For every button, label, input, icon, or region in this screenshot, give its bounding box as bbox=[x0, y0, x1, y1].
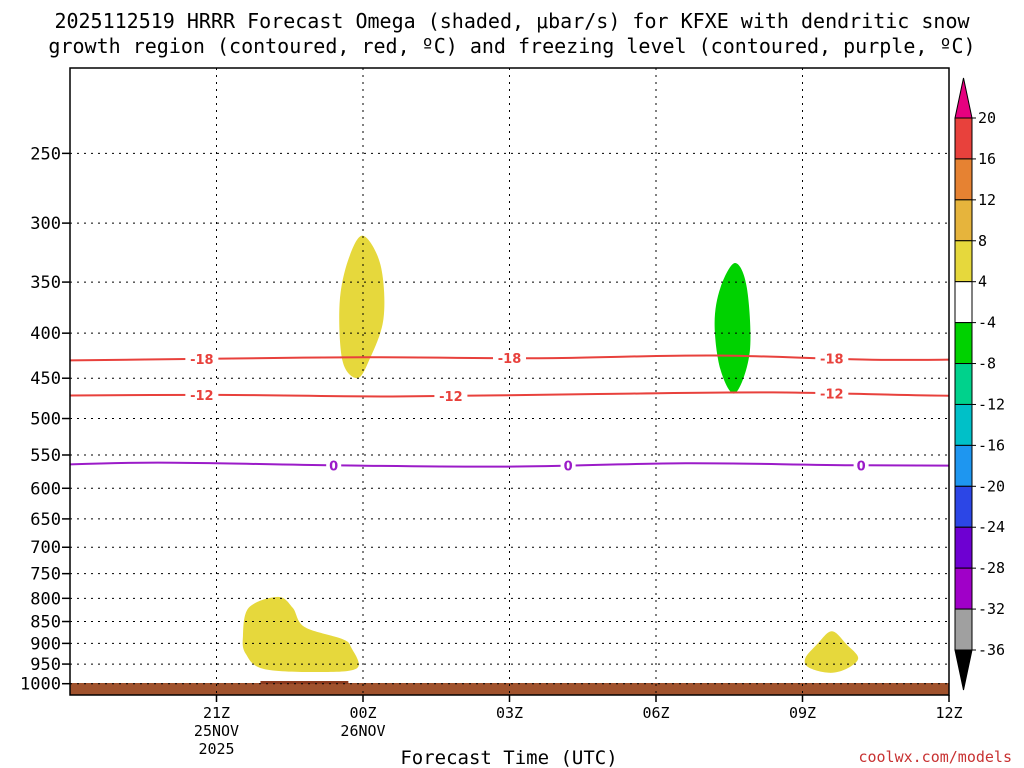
colorbar-bin-16-to-20 bbox=[954, 117, 973, 160]
dgz-minus18-label-1: -18 bbox=[498, 352, 522, 367]
colorbar-label--24: -24 bbox=[978, 518, 1005, 536]
dgz-minus12-label-0: -12 bbox=[190, 389, 214, 404]
x-tick-label-21Z: 21Z bbox=[203, 704, 230, 722]
colorbar-arrow-bottom bbox=[954, 649, 973, 691]
dgz-minus12-label-bg-1 bbox=[434, 388, 468, 403]
omega-plus4-upper bbox=[339, 235, 385, 379]
colorbar-bin-8-to-12 bbox=[954, 199, 973, 242]
plot-area: -18 -18 -18 -12 -12 -12 0 0 0 250 300 350 400 450 500 5… bbox=[20, 67, 963, 758]
dgz-minus12-label-2: -12 bbox=[820, 387, 844, 402]
freezing-level-0-label-bg-1 bbox=[560, 458, 576, 473]
terrain-bump bbox=[260, 681, 349, 684]
omega-plus4-lower-left bbox=[242, 596, 359, 673]
x-tick-label-12Z: 12Z bbox=[935, 704, 962, 722]
x-tick-date-21Z: 25NOV bbox=[194, 722, 239, 740]
freezing-level-0-label-2: 0 bbox=[857, 459, 866, 474]
colorbar-label--12: -12 bbox=[978, 395, 1005, 413]
x-tick-date-00Z: 26NOV bbox=[340, 722, 385, 740]
dgz-minus12-label-1: -12 bbox=[439, 390, 463, 405]
dgz-minus18-label-bg-1 bbox=[493, 351, 526, 366]
colorbar-label-4: 4 bbox=[978, 273, 987, 291]
x-tick-year-21Z: 2025 bbox=[198, 740, 234, 758]
colorbar-label--16: -16 bbox=[978, 436, 1005, 454]
dgz-minus18-label-2: -18 bbox=[820, 352, 844, 367]
dgz-minus12-label-bg-0 bbox=[185, 387, 219, 402]
y-tick-label-250: 250 bbox=[30, 144, 61, 164]
omega-minus4-upper bbox=[714, 263, 751, 394]
y-tick-label-350: 350 bbox=[30, 273, 61, 293]
colorbar-label--4: -4 bbox=[978, 314, 996, 332]
colorbar-bin--20-to--16 bbox=[954, 444, 973, 487]
freezing-level-0-label-0: 0 bbox=[329, 459, 338, 474]
freezing-level-0-line bbox=[70, 461, 949, 468]
y-tick-label-400: 400 bbox=[30, 324, 61, 344]
y-tick-label-550: 550 bbox=[30, 446, 61, 466]
colorbar-label--36: -36 bbox=[978, 641, 1005, 659]
colorbar-bin--12-to--8 bbox=[954, 363, 973, 405]
colorbar-label--32: -32 bbox=[978, 600, 1005, 618]
y-tick-label-750: 750 bbox=[30, 565, 61, 585]
colorbar-label--20: -20 bbox=[978, 477, 1005, 495]
freezing-level-0-label-bg-0 bbox=[326, 458, 342, 473]
colorbar-arrow-top bbox=[954, 77, 973, 119]
colorbar-bin--16-to--12 bbox=[954, 403, 973, 446]
colorbar-bin--28-to--24 bbox=[954, 526, 973, 569]
colorbar-bin--4-to-4 bbox=[954, 281, 973, 324]
terrain-surface bbox=[70, 683, 949, 695]
colorbar-label--28: -28 bbox=[978, 559, 1005, 577]
y-tick-label-1000: 1000 bbox=[20, 675, 61, 695]
dgz-minus18-label-bg-2 bbox=[815, 351, 849, 366]
colorbar-label-16: 16 bbox=[978, 150, 996, 168]
freezing-level-0-label-bg-2 bbox=[853, 458, 869, 473]
colorbar-bin--32-to--28 bbox=[954, 567, 973, 610]
dgz-minus12-label-bg-2 bbox=[815, 386, 849, 401]
y-tick-label-450: 450 bbox=[30, 369, 61, 389]
x-tick-label-06Z: 06Z bbox=[642, 704, 669, 722]
y-tick-label-900: 900 bbox=[30, 634, 61, 654]
colorbar-label--8: -8 bbox=[978, 355, 996, 373]
y-tick-label-600: 600 bbox=[30, 479, 61, 499]
x-tick-label-00Z: 00Z bbox=[349, 704, 376, 722]
colorbar-bin--8-to--4 bbox=[954, 322, 973, 365]
y-tick-label-500: 500 bbox=[30, 410, 61, 430]
y-tick-label-850: 850 bbox=[30, 613, 61, 633]
y-tick-label-650: 650 bbox=[30, 510, 61, 530]
x-tick-label-03Z: 03Z bbox=[496, 704, 523, 722]
x-axis-label: Forecast Time (UTC) bbox=[400, 747, 617, 768]
y-tick-label-800: 800 bbox=[30, 589, 61, 609]
colorbar-bin-12-to-16 bbox=[954, 158, 973, 201]
chart-title-line-2: growth region (contoured, red, ºC) and f… bbox=[48, 34, 975, 58]
dgz-minus18-label-0: -18 bbox=[190, 353, 214, 368]
colorbar-bin--24-to--20 bbox=[954, 485, 973, 528]
dgz-minus18-label-bg-0 bbox=[185, 351, 219, 366]
credit-text: coolwx.com/models bbox=[858, 748, 1012, 766]
colorbar-label-20: 20 bbox=[978, 109, 996, 127]
x-tick-label-09Z: 09Z bbox=[789, 704, 816, 722]
colorbar: 20 16 12 8 4 -4 -8 -12 -16 -20 -24 -28 -32 -36 bbox=[954, 77, 1005, 691]
colorbar-bin--36-to--32 bbox=[954, 608, 973, 651]
colorbar-bin-4-to-8 bbox=[954, 240, 973, 283]
omega-plus4-lower-right bbox=[804, 631, 859, 673]
freezing-level-0-label-1: 0 bbox=[564, 460, 573, 475]
y-tick-label-300: 300 bbox=[30, 214, 61, 234]
colorbar-label-8: 8 bbox=[978, 232, 987, 250]
y-tick-label-700: 700 bbox=[30, 538, 61, 558]
y-tick-label-950: 950 bbox=[30, 655, 61, 675]
colorbar-label-12: 12 bbox=[978, 191, 996, 209]
chart-title-line-1: 2025112519 HRRR Forecast Omega (shaded, … bbox=[54, 9, 970, 33]
